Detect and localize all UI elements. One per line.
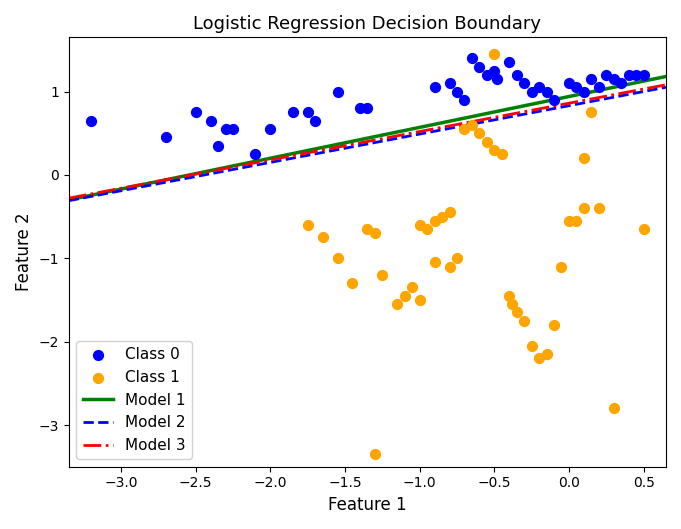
Class 0 [355, 104, 366, 113]
Class 0 [631, 70, 642, 79]
Class 0 [250, 150, 261, 158]
Class 0 [265, 125, 276, 133]
Title: Logistic Regression Decision Boundary: Logistic Regression Decision Boundary [193, 15, 541, 33]
Class 0 [578, 87, 589, 96]
Class 0 [212, 141, 223, 150]
Class 0 [86, 116, 97, 125]
Class 0 [489, 67, 500, 75]
Class 0 [526, 87, 537, 96]
Class 1 [534, 354, 545, 362]
Class 0 [429, 83, 440, 92]
Class 1 [496, 150, 507, 158]
Class 0 [190, 108, 201, 116]
Class 0 [474, 62, 485, 71]
Class 1 [519, 316, 530, 325]
Class 1 [414, 296, 425, 304]
Class 0 [541, 87, 552, 96]
Class 1 [571, 216, 582, 225]
Class 0 [205, 116, 216, 125]
Class 1 [369, 450, 380, 459]
Class 1 [392, 300, 402, 308]
Class 1 [474, 129, 485, 138]
Class 0 [302, 108, 313, 116]
Class 0 [593, 83, 604, 92]
Class 0 [638, 70, 649, 79]
Class 1 [459, 125, 470, 133]
Class 1 [511, 308, 522, 317]
Class 0 [161, 133, 172, 142]
Class 0 [601, 70, 612, 79]
Class 0 [444, 79, 455, 87]
Class 0 [504, 58, 515, 67]
Class 0 [492, 75, 503, 83]
Class 1 [593, 204, 604, 213]
Class 0 [227, 125, 238, 133]
Class 1 [489, 145, 500, 154]
Class 1 [608, 404, 619, 413]
Class 1 [444, 208, 455, 217]
Class 1 [414, 221, 425, 229]
Class 0 [459, 96, 470, 104]
Class 0 [563, 79, 574, 87]
Class 0 [534, 83, 545, 92]
Class 0 [586, 75, 597, 83]
Class 0 [310, 116, 321, 125]
Class 0 [623, 70, 634, 79]
Class 1 [317, 233, 328, 242]
Class 0 [549, 96, 560, 104]
Class 1 [563, 216, 574, 225]
Class 1 [578, 154, 589, 162]
Class 1 [429, 258, 440, 267]
Class 1 [507, 300, 518, 308]
Class 0 [362, 104, 373, 113]
Class 1 [302, 221, 313, 229]
Class 1 [422, 225, 432, 233]
Class 1 [526, 342, 537, 350]
Class 0 [519, 79, 530, 87]
Class 1 [429, 216, 440, 225]
Class 1 [489, 50, 500, 58]
Class 1 [556, 262, 567, 271]
Class 1 [586, 108, 597, 116]
Class 1 [541, 350, 552, 358]
Class 1 [399, 291, 410, 300]
Class 0 [287, 108, 298, 116]
Class 1 [481, 138, 492, 146]
Class 0 [571, 83, 582, 92]
Class 1 [504, 291, 515, 300]
Class 1 [466, 121, 477, 129]
Class 1 [377, 271, 387, 279]
Class 1 [638, 225, 649, 233]
Class 1 [437, 212, 447, 221]
Class 1 [362, 225, 373, 233]
Class 1 [332, 254, 343, 262]
Class 1 [369, 229, 380, 238]
Class 0 [511, 70, 522, 79]
Y-axis label: Feature 2: Feature 2 [15, 213, 33, 291]
Class 1 [452, 254, 462, 262]
Class 1 [347, 279, 358, 288]
Legend: Class 0, Class 1, Model 1, Model 2, Model 3: Class 0, Class 1, Model 1, Model 2, Mode… [76, 341, 192, 459]
Class 0 [481, 70, 492, 79]
Class 0 [616, 79, 627, 87]
Class 0 [332, 87, 343, 96]
Class 1 [578, 204, 589, 213]
Class 1 [407, 283, 417, 291]
Class 0 [452, 87, 462, 96]
Class 0 [608, 75, 619, 83]
Class 1 [549, 321, 560, 329]
Class 1 [444, 262, 455, 271]
Class 0 [220, 125, 231, 133]
Class 0 [466, 54, 477, 62]
X-axis label: Feature 1: Feature 1 [328, 496, 407, 514]
